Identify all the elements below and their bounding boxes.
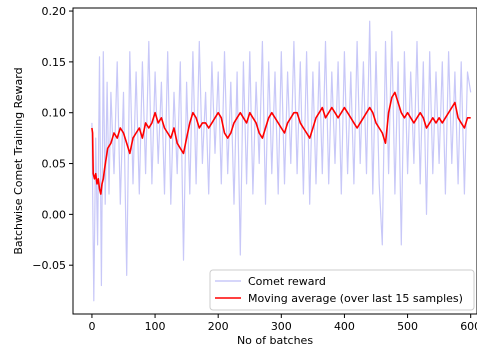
- series-layer: [91, 20, 472, 302]
- y-axis-title: Batchwise Comet Training Reward: [12, 67, 25, 254]
- y-tick-label: 0.05: [42, 158, 67, 171]
- x-tick-label: 300: [271, 320, 292, 333]
- legend: Comet reward Moving average (over last 1…: [209, 269, 475, 311]
- series-line-comet-reward: [91, 20, 472, 302]
- x-axis-title: No of batches: [237, 334, 313, 347]
- x-tick-label: 0: [88, 320, 95, 333]
- legend-label-comet-reward: Comet reward: [248, 275, 326, 288]
- y-tick-label: −0.05: [32, 259, 66, 272]
- plot-frame: [72, 7, 477, 315]
- x-tick-label: 200: [208, 320, 229, 333]
- series-line-moving-average: [91, 91, 471, 195]
- y-tick-label: 0.10: [42, 107, 67, 120]
- y-tick-label: 0.20: [42, 5, 67, 18]
- y-tick-label: 0.15: [42, 56, 67, 69]
- x-tick-label: 100: [145, 320, 166, 333]
- y-axis: −0.05 0.00 0.05 0.10 0.15 0.20: [32, 5, 73, 272]
- x-tick-label: 400: [334, 320, 355, 333]
- x-tick-label: 500: [397, 320, 418, 333]
- y-tick-label: 0.00: [42, 208, 67, 221]
- x-tick-label: 600: [460, 320, 477, 333]
- legend-box: [209, 269, 475, 311]
- x-axis: 0 100 200 300 400 500 600: [88, 314, 477, 333]
- legend-label-moving-average: Moving average (over last 15 samples): [248, 292, 463, 305]
